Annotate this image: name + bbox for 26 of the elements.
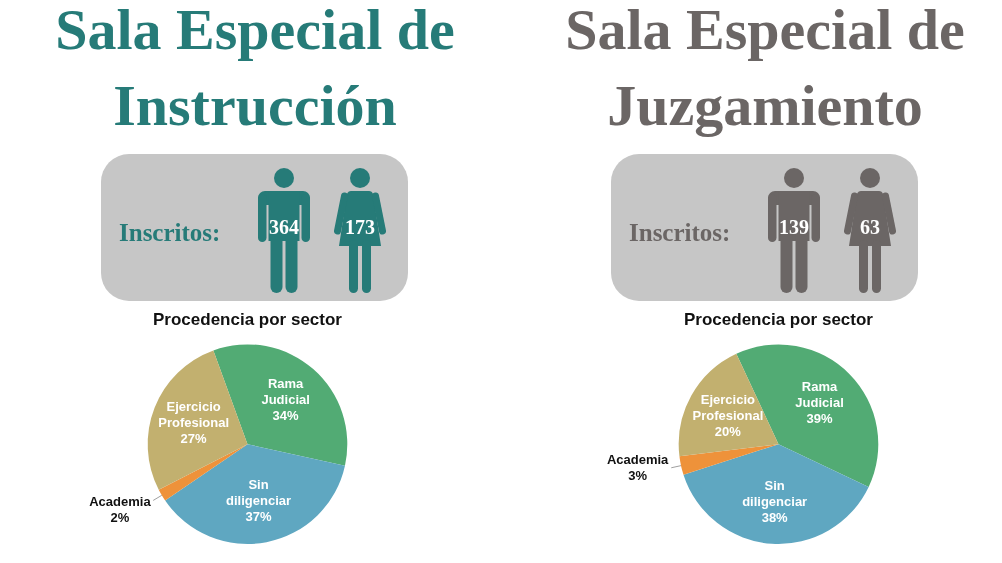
data-label: 34% xyxy=(272,408,300,424)
chart-title: Procedencia por sector xyxy=(153,309,343,329)
slice-label: Rama Judicial xyxy=(261,376,310,408)
slice-label: Ejercicio Profesional xyxy=(692,391,764,423)
slice-label: Sin diligenciar xyxy=(226,476,292,508)
chart-title: Procedencia por sector xyxy=(684,309,874,329)
data-label: 364 xyxy=(268,215,300,239)
slice-label: Ejercicio Profesional xyxy=(158,398,230,430)
card-background: Inscritos: 364 173 xyxy=(101,154,408,301)
data-label: 139 xyxy=(778,215,810,239)
data-label: 39% xyxy=(806,410,834,426)
slice-label: Sin diligenciar xyxy=(742,477,808,509)
text: Sala Especial de Instrucción xyxy=(54,0,456,140)
data-label: 3% xyxy=(628,468,648,483)
card-background: Inscritos: 139 63 xyxy=(611,154,918,301)
data-label: 37% xyxy=(245,508,272,524)
data-label: 20% xyxy=(714,423,742,439)
data-label: 2% xyxy=(110,509,130,525)
data-label: 27% xyxy=(180,430,208,446)
slice-label: Academia xyxy=(89,493,152,509)
text: Sala Especial de Juzgamiento xyxy=(564,0,966,140)
data-label: 38% xyxy=(761,509,789,525)
slice-label: Academia xyxy=(606,452,670,467)
data-label: 173 xyxy=(344,215,376,239)
data-label: 63 xyxy=(859,215,881,239)
slice-label: Rama Judicial xyxy=(795,378,844,410)
